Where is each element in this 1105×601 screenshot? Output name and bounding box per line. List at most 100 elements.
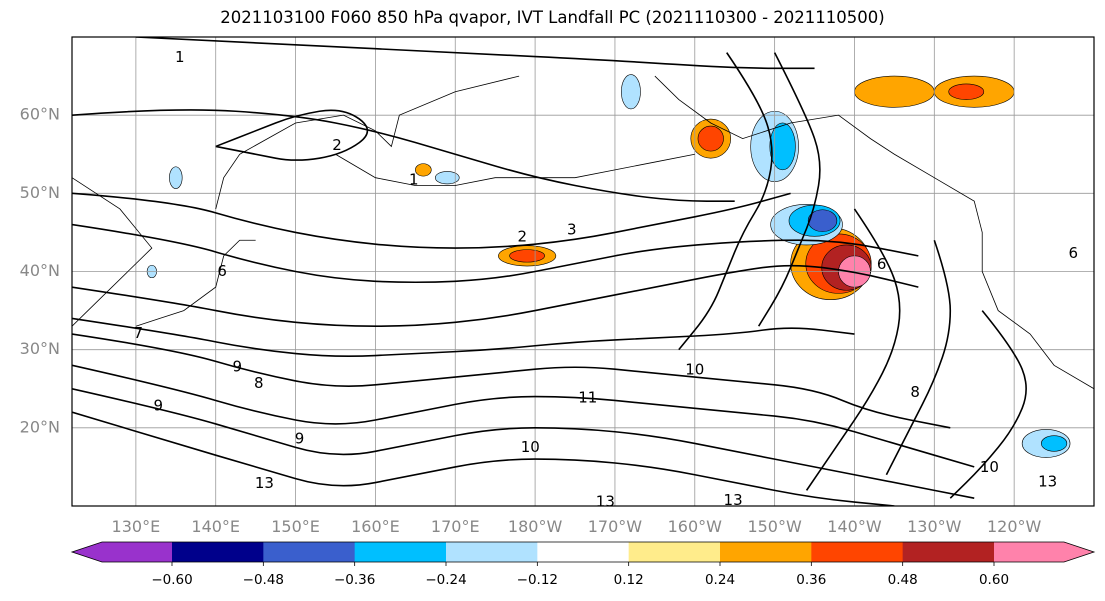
ivt-contour-line [135,37,815,70]
colorbar-swatch [628,542,721,562]
map-title: 2021103100 F060 850 hPa qvapor, IVT Land… [220,8,885,27]
colorbar-left-extension [72,542,172,562]
coastline [135,239,256,327]
contour-label: 6 [217,262,227,280]
ivt-contour-line [72,109,735,202]
contour-label: 13 [596,493,615,511]
shading-blob [697,125,724,152]
colorbar-tick-label: −0.36 [334,572,375,588]
contour-label: 11 [578,389,597,407]
lon-tick-label: 160°E [351,517,400,536]
lon-tick-label: 140°W [827,517,882,536]
contour-label: 13 [1038,472,1057,490]
colorbar-swatch [902,542,995,562]
colorbar-right-extension [994,542,1094,562]
lon-tick-label: 160°W [668,517,723,536]
latitude-tick-labels: 20°N 30°N 40°N 50°N 60°N [20,105,60,437]
ivt-contour-line [215,109,369,161]
shading-blob [769,122,796,171]
shading-blob [1041,435,1068,452]
colorbar-tick-label: −0.48 [243,572,284,588]
ivt-contour-line [72,364,975,468]
lon-tick-label: 150°E [271,517,320,536]
contour-label: 9 [233,357,243,375]
colorbar-swatch [537,542,630,562]
contour-label: 10 [521,438,540,456]
ivt-contour-line [72,333,951,429]
ivt-contour-line [678,52,773,351]
ivt-contour-line [72,192,791,249]
lon-tick-label: 150°W [747,517,802,536]
ivt-contour-line [72,411,895,506]
shading-blob [509,249,545,263]
contour-label: 2 [518,228,528,246]
colorbar-tick-label: −0.60 [151,572,192,588]
lat-lon-gridlines [72,37,1094,506]
ivt-contours [72,37,1027,506]
coastline [654,75,1094,390]
ivt-contour-line [885,239,952,476]
lon-tick-label: 130°E [112,517,161,536]
shading-blob [807,209,838,232]
lon-tick-label: 180°W [508,517,563,536]
coastline [335,153,695,186]
colorbar-tick-label: 0.60 [979,572,1009,588]
lat-tick-label: 60°N [20,105,60,124]
colorbar: −0.60 −0.48 −0.36 −0.24 −0.12 0.12 0.24 0.36 0.4… [70,541,1096,588]
colorbar-swatch [720,542,812,562]
colorbar-swatch [263,542,356,562]
colorbar-swatch [446,542,538,562]
contour-label: 6 [1068,244,1078,262]
contour-label: 10 [685,360,704,378]
ivt-contour-line [805,208,901,491]
colorbar-swatch [811,542,904,562]
colorbar-tick-label: 0.48 [888,572,918,588]
lat-tick-label: 40°N [20,261,60,280]
colorbar-tick-label: −0.12 [517,572,558,588]
colorbar-tick-label: 0.12 [614,572,644,588]
shading-blob [415,163,432,177]
colorbar-tick-label: −0.24 [425,572,466,588]
map-frame [71,36,1095,507]
lon-tick-label: 170°W [588,517,643,536]
shading-blob [434,171,460,185]
ivt-contour-line [757,52,821,327]
contour-label: 10 [980,458,999,476]
shading-blob [948,83,985,100]
lon-tick-label: 170°E [431,517,480,536]
longitude-tick-labels: 130°E 140°E 150°E 160°E 170°E 180°W 170°W 160°W… [112,517,1042,536]
contour-label: 1 [409,171,419,189]
contour-label: 9 [153,396,163,414]
contour-label: 6 [877,255,887,273]
colorbar-tick-label: 0.24 [705,572,735,588]
contour-label: 2 [332,136,342,154]
lat-tick-label: 30°N [20,339,60,358]
lon-tick-label: 130°W [907,517,962,536]
contour-label: 1 [175,48,185,66]
ivt-contour-line [72,264,919,328]
ivt-contour-line [72,317,855,357]
ivt-contour-line [72,387,975,499]
contour-label: 3 [567,221,577,239]
shading-blob [621,74,641,110]
shading-blob [169,166,183,189]
lon-tick-label: 120°W [987,517,1042,536]
contour-label: 8 [910,383,920,401]
coastline [72,177,153,327]
lat-tick-label: 20°N [20,417,60,436]
colorbar-swatch [354,542,447,562]
lon-tick-label: 140°E [191,517,240,536]
colorbar-outline [70,541,1096,563]
coastline [215,75,520,210]
contour-label: 9 [295,429,305,447]
ivt-contour-line [72,223,919,284]
contour-label: 13 [255,474,274,492]
lat-tick-label: 50°N [20,183,60,202]
ivt-contour-line [949,310,1027,499]
coastlines [72,75,1094,429]
colorbar-tick-label: 0.36 [796,572,826,588]
colorbar-swatch [172,542,264,562]
contour-label: 13 [724,491,743,509]
